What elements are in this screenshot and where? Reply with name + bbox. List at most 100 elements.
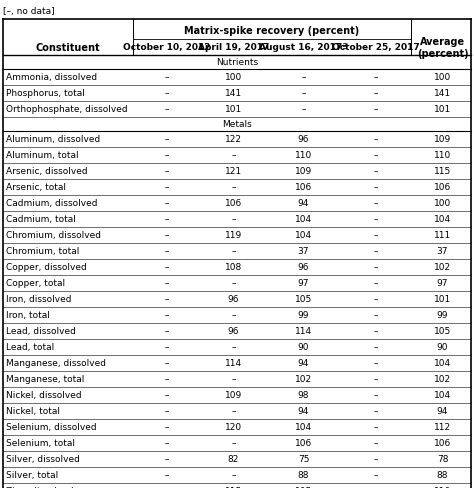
Text: Ammonia, dissolved: Ammonia, dissolved — [6, 73, 97, 82]
Text: Average
(percent): Average (percent) — [417, 37, 468, 59]
Text: –: – — [374, 183, 378, 192]
Text: 141: 141 — [434, 89, 451, 98]
Text: –: – — [374, 375, 378, 384]
Text: –: – — [165, 231, 169, 240]
Text: Copper, total: Copper, total — [6, 279, 65, 288]
Text: 110: 110 — [295, 151, 312, 160]
Text: 141: 141 — [225, 89, 242, 98]
Text: –: – — [165, 295, 169, 304]
Text: –: – — [165, 199, 169, 208]
Text: 37: 37 — [298, 247, 309, 256]
Text: Iron, total: Iron, total — [6, 311, 50, 320]
Text: –: – — [165, 263, 169, 272]
Text: –: – — [165, 73, 169, 82]
Text: 94: 94 — [437, 407, 448, 416]
Text: Selenium, dissolved: Selenium, dissolved — [6, 423, 97, 431]
Text: Arsenic, dissolved: Arsenic, dissolved — [6, 167, 88, 176]
Text: 119: 119 — [225, 231, 242, 240]
Text: –: – — [165, 375, 169, 384]
Text: –: – — [231, 407, 236, 416]
Text: 109: 109 — [295, 167, 312, 176]
Text: 112: 112 — [434, 423, 451, 431]
Text: 101: 101 — [434, 105, 451, 114]
Text: Orthophosphate, dissolved: Orthophosphate, dissolved — [6, 105, 128, 114]
Text: October 10, 2012: October 10, 2012 — [123, 43, 211, 52]
Text: 105: 105 — [295, 487, 312, 488]
Text: –: – — [231, 183, 236, 192]
Text: –: – — [301, 89, 306, 98]
Text: 100: 100 — [225, 73, 242, 82]
Text: 102: 102 — [295, 375, 312, 384]
Text: –: – — [165, 423, 169, 431]
Text: 122: 122 — [225, 135, 242, 144]
Text: August 16, 2017ª: August 16, 2017ª — [259, 43, 348, 52]
Text: –: – — [374, 487, 378, 488]
Text: –: – — [374, 279, 378, 288]
Text: –: – — [374, 89, 378, 98]
Text: Silver, total: Silver, total — [6, 470, 58, 480]
Text: 101: 101 — [225, 105, 242, 114]
Text: 99: 99 — [437, 311, 448, 320]
Text: 110: 110 — [434, 151, 451, 160]
Text: –: – — [374, 454, 378, 464]
Text: –: – — [165, 279, 169, 288]
Text: –: – — [231, 470, 236, 480]
Text: April 19, 2017: April 19, 2017 — [198, 43, 269, 52]
Text: –: – — [374, 199, 378, 208]
Text: –: – — [165, 135, 169, 144]
Text: Nickel, dissolved: Nickel, dissolved — [6, 391, 82, 400]
Text: 111: 111 — [434, 231, 451, 240]
Text: –: – — [165, 105, 169, 114]
Text: 90: 90 — [437, 343, 448, 352]
Text: –: – — [165, 454, 169, 464]
Text: –: – — [374, 423, 378, 431]
Text: Matrix-spike recovery (percent): Matrix-spike recovery (percent) — [184, 26, 360, 36]
Text: 106: 106 — [434, 183, 451, 192]
Text: 97: 97 — [437, 279, 448, 288]
Text: 109: 109 — [434, 135, 451, 144]
Text: –: – — [165, 391, 169, 400]
Text: –: – — [374, 295, 378, 304]
Text: Chromium, total: Chromium, total — [6, 247, 79, 256]
Text: 104: 104 — [434, 359, 451, 368]
Text: 96: 96 — [298, 263, 309, 272]
Text: Copper, dissolved: Copper, dissolved — [6, 263, 87, 272]
Text: Silver, dissolved: Silver, dissolved — [6, 454, 80, 464]
Text: 98: 98 — [298, 391, 309, 400]
Text: –: – — [165, 407, 169, 416]
Text: –: – — [165, 327, 169, 336]
Text: –: – — [231, 311, 236, 320]
Text: 94: 94 — [298, 199, 309, 208]
Text: 105: 105 — [434, 327, 451, 336]
Text: –: – — [374, 407, 378, 416]
Text: 96: 96 — [228, 327, 239, 336]
Text: 114: 114 — [225, 359, 242, 368]
Text: –: – — [374, 359, 378, 368]
Text: 96: 96 — [228, 295, 239, 304]
Text: 94: 94 — [298, 359, 309, 368]
Text: 105: 105 — [295, 295, 312, 304]
Text: –: – — [374, 151, 378, 160]
Text: –: – — [374, 470, 378, 480]
Text: 75: 75 — [298, 454, 309, 464]
Text: 82: 82 — [228, 454, 239, 464]
Text: –: – — [374, 231, 378, 240]
Text: Manganese, dissolved: Manganese, dissolved — [6, 359, 106, 368]
Text: 106: 106 — [295, 183, 312, 192]
Text: –: – — [374, 73, 378, 82]
Text: –: – — [301, 105, 306, 114]
Text: –: – — [374, 343, 378, 352]
Text: –: – — [231, 375, 236, 384]
Text: –: – — [374, 215, 378, 224]
Text: 114: 114 — [295, 327, 312, 336]
Text: Constituent: Constituent — [36, 43, 100, 53]
Text: 37: 37 — [437, 247, 448, 256]
Text: Cadmium, total: Cadmium, total — [6, 215, 76, 224]
Text: Iron, dissolved: Iron, dissolved — [6, 295, 72, 304]
Text: 97: 97 — [298, 279, 309, 288]
Text: 110: 110 — [434, 487, 451, 488]
Text: –: – — [165, 215, 169, 224]
Text: Phosphorus, total: Phosphorus, total — [6, 89, 85, 98]
Text: 115: 115 — [225, 487, 242, 488]
Text: Aluminum, dissolved: Aluminum, dissolved — [6, 135, 100, 144]
